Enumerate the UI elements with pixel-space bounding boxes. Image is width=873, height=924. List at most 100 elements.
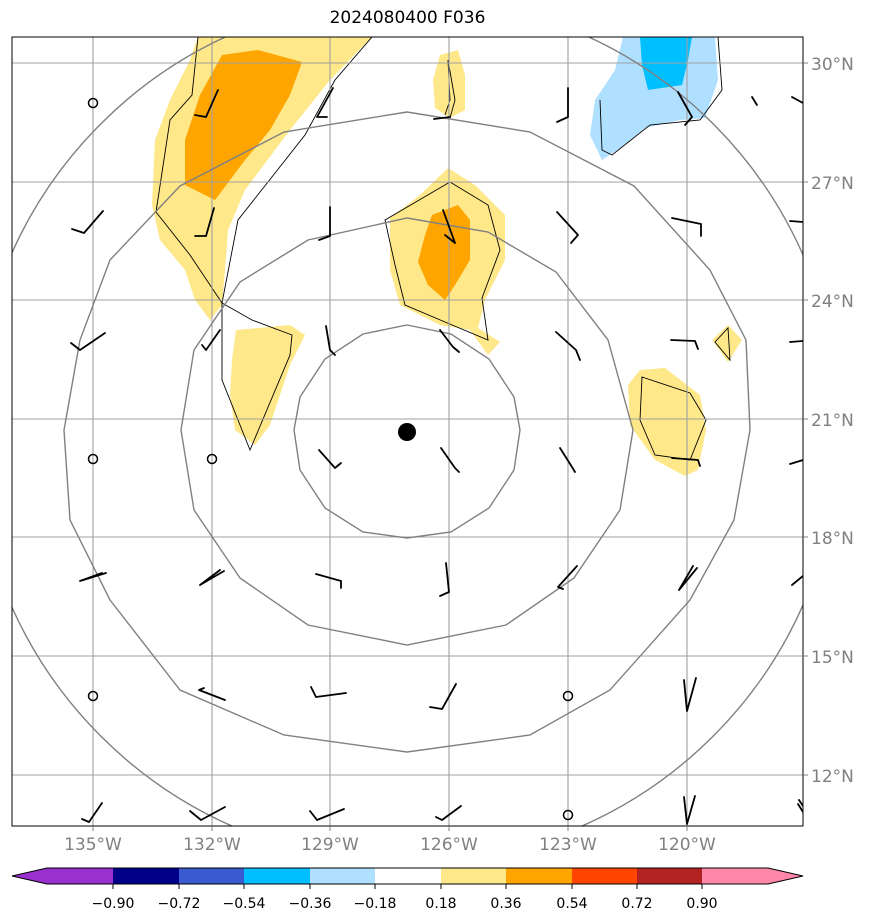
colorbar-segment — [375, 868, 441, 884]
calm-wind-circle — [206, 453, 218, 465]
colorbar-extend-high — [702, 868, 803, 884]
wind-barb — [678, 565, 698, 591]
wind-barb — [683, 677, 697, 712]
wind-barb — [189, 806, 226, 821]
wind-barb — [81, 802, 103, 823]
colorbar: −0.90 −0.72 −0.54 −0.36 −0.18 0.18 0.36 … — [11, 867, 804, 912]
wind-barb — [439, 329, 460, 353]
wind-barb — [683, 795, 696, 825]
lon-label: 120°W — [658, 835, 716, 855]
wind-barb — [556, 211, 579, 244]
colorbar-extend-low — [12, 868, 113, 884]
wind-barb — [71, 210, 104, 234]
wind-barb — [791, 575, 803, 586]
range-rings — [12, 37, 803, 826]
calm-wind-circle — [87, 690, 99, 702]
contour-fill-yellow — [712, 325, 742, 362]
colorbar-tick-label: 0.54 — [556, 896, 587, 912]
longitude-labels: 135°W 132°W 129°W 126°W 123°W 120°W — [64, 826, 716, 855]
calm-wind-circle — [562, 809, 574, 821]
wind-barb — [194, 207, 215, 237]
range-ring — [180, 217, 634, 646]
wind-barb — [789, 340, 803, 343]
wind-barb — [316, 87, 334, 118]
wind-barb — [671, 217, 702, 237]
range-ring — [63, 111, 751, 753]
wind-barb — [435, 805, 462, 821]
colorbar-tick-label: −0.54 — [223, 896, 266, 912]
colorbar-segment — [310, 868, 375, 884]
wind-barb — [789, 220, 803, 223]
wind-barb — [201, 329, 221, 351]
wind-barb — [557, 565, 578, 590]
range-ring — [293, 324, 521, 539]
wind-barb — [309, 808, 345, 821]
wind-barb — [555, 331, 581, 361]
contour-lines — [155, 37, 731, 461]
lon-label: 123°W — [539, 835, 597, 855]
wind-barb — [70, 332, 106, 351]
wind-barb — [559, 447, 576, 473]
colorbar-segment — [572, 868, 637, 884]
colorbar-tick-label: −0.90 — [92, 896, 135, 912]
lat-label: 30°N — [811, 55, 854, 75]
colorbar-tick-label: 0.90 — [686, 896, 717, 912]
wind-barb — [325, 325, 336, 356]
colorbar-tick-label: −0.36 — [289, 896, 332, 912]
colorbar-tick-label: 0.72 — [621, 896, 652, 912]
wind-barb — [433, 116, 451, 120]
colorbar-tick-label: 0.18 — [425, 896, 456, 912]
wind-barbs — [70, 87, 803, 825]
lat-label: 24°N — [811, 292, 854, 312]
wind-barb — [789, 459, 803, 465]
lon-label: 132°W — [183, 835, 241, 855]
wind-barb — [318, 449, 342, 469]
wind-barb — [677, 91, 693, 126]
wind-barb — [318, 206, 331, 241]
calm-wind-circle — [87, 453, 99, 465]
lon-label: 126°W — [420, 835, 478, 855]
wind-barb — [439, 562, 450, 597]
calm-wind-circle — [87, 97, 99, 109]
latitude-labels: 30°N 27°N 24°N 21°N 18°N 15°N 12°N — [803, 55, 854, 787]
lat-label: 27°N — [811, 174, 854, 194]
colorbar-segment — [179, 868, 244, 884]
lat-label: 18°N — [811, 529, 854, 549]
wind-barb — [442, 209, 456, 244]
lat-label: 21°N — [811, 411, 854, 431]
lat-label: 12°N — [811, 767, 854, 787]
wind-barb — [751, 96, 758, 106]
wind-barb — [556, 87, 569, 123]
colorbar-segment — [441, 868, 506, 884]
contour-fill-orange — [418, 205, 470, 300]
colorbar-tick-label: −0.72 — [158, 896, 201, 912]
calm-wind-circle — [562, 690, 574, 702]
wind-barb — [797, 799, 803, 813]
colorbar-segment — [244, 868, 310, 884]
colorbar-segment — [113, 868, 179, 884]
colorbar-tick-label: 0.36 — [490, 896, 521, 912]
map-frame — [11, 36, 804, 827]
wind-barb — [315, 573, 342, 589]
storm-center-marker — [398, 423, 416, 441]
wind-barb — [429, 683, 457, 710]
wind-barb — [198, 687, 226, 701]
wind-barb — [791, 96, 803, 104]
map-area — [12, 37, 803, 826]
lat-label: 15°N — [811, 648, 854, 668]
wind-barb — [670, 339, 699, 350]
lon-label: 135°W — [64, 835, 122, 855]
contour-fill-orange — [185, 50, 302, 200]
wind-barb — [194, 89, 219, 118]
wind-barb — [440, 447, 460, 473]
wind-barb — [199, 569, 225, 586]
contour-fill-yellow — [230, 325, 305, 445]
colorbar-segment — [637, 868, 702, 884]
wind-barb — [79, 572, 107, 582]
colorbar-segment — [506, 868, 572, 884]
colorbar-outline — [11, 867, 804, 885]
wind-barb — [671, 457, 701, 467]
lon-label: 129°W — [301, 835, 359, 855]
colorbar-tick-label: −0.18 — [354, 896, 397, 912]
